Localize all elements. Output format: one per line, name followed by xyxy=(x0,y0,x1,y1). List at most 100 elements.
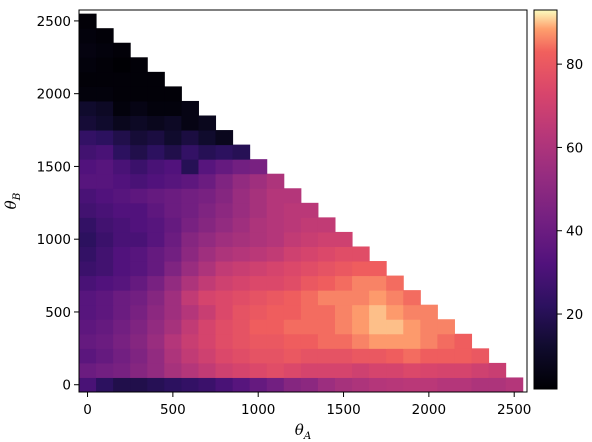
heatmap-cell xyxy=(300,362,319,378)
heatmap-cell xyxy=(79,188,97,204)
heatmap-cell xyxy=(386,290,404,306)
heatmap-cell xyxy=(164,202,182,218)
heatmap-cell xyxy=(232,319,251,335)
heatmap-cell xyxy=(232,159,251,175)
heatmap-cell xyxy=(352,246,370,262)
heatmap-cell xyxy=(386,333,404,349)
y-axis: 0 500 1000 1500 2000 2500 xyxy=(37,14,79,394)
heatmap-cell xyxy=(181,304,199,320)
heatmap-cell xyxy=(266,319,285,335)
heatmap-cell xyxy=(79,290,97,306)
heatmap-cell xyxy=(79,202,97,218)
heatmap-cell xyxy=(454,377,473,393)
heatmap-cell xyxy=(283,275,302,291)
heatmap-cell xyxy=(249,159,268,175)
heatmap-cell xyxy=(96,377,114,393)
heatmap-cell xyxy=(215,261,234,277)
heatmap-cell xyxy=(215,144,234,160)
heatmap-cell xyxy=(113,159,131,175)
heatmap-cell xyxy=(96,246,114,262)
heatmap-cell xyxy=(198,319,217,335)
heatmap-cell xyxy=(79,71,97,87)
heatmap-cell xyxy=(266,261,285,277)
heatmap-cell xyxy=(403,362,421,378)
heatmap-cell xyxy=(164,261,182,277)
heatmap-cell xyxy=(352,290,370,306)
y-tick-label: 500 xyxy=(45,305,71,321)
heatmap-cell xyxy=(181,217,199,233)
x-tick-label: 0 xyxy=(83,402,92,418)
heatmap-cell xyxy=(249,173,268,189)
heatmap-cell xyxy=(300,261,319,277)
heatmap-cell xyxy=(147,377,165,393)
heatmap-cell xyxy=(249,202,268,218)
heatmap-cell xyxy=(352,377,370,393)
heatmap-cell xyxy=(96,57,114,73)
heatmap-cell xyxy=(130,319,148,335)
heatmap-cell xyxy=(317,362,336,378)
heatmap-cell xyxy=(113,130,131,146)
heatmap-cell xyxy=(437,348,455,364)
heatmap-cell xyxy=(420,304,438,320)
heatmap-cell xyxy=(300,275,319,291)
heatmap-cell xyxy=(96,188,114,204)
heatmap-cell xyxy=(147,130,165,146)
heatmap-cell xyxy=(352,304,370,320)
heatmap-cell xyxy=(181,202,199,218)
heatmap-cell xyxy=(232,188,251,204)
heatmap-cell xyxy=(283,231,302,247)
heatmap-cell xyxy=(283,246,302,262)
heatmap-cell xyxy=(130,348,148,364)
heatmap-cell xyxy=(164,304,182,320)
heatmap-cell xyxy=(130,86,148,102)
heatmap-cell xyxy=(164,159,182,175)
heatmap-cell xyxy=(130,188,148,204)
heatmap-cell xyxy=(369,304,387,320)
heatmap-cell xyxy=(300,333,319,349)
heatmap-cell xyxy=(113,362,131,378)
heatmap-cell xyxy=(232,261,251,277)
heatmap-cell xyxy=(249,362,268,378)
colorbar xyxy=(533,9,558,390)
heatmap-cell xyxy=(403,290,421,306)
heatmap-cell xyxy=(164,348,182,364)
heatmap-cell xyxy=(96,173,114,189)
heatmap-cell xyxy=(164,275,182,291)
heatmap-cell xyxy=(300,290,319,306)
heatmap-cell xyxy=(215,275,234,291)
heatmap-cell xyxy=(249,319,268,335)
heatmap-cell xyxy=(130,202,148,218)
x-tick-label: 2000 xyxy=(412,402,446,418)
heatmap-cell xyxy=(232,290,251,306)
heatmap-cell xyxy=(266,290,285,306)
heatmap-cell xyxy=(437,319,455,335)
heatmap-cell xyxy=(96,144,114,160)
heatmap-cell xyxy=(181,173,199,189)
heatmap-cell xyxy=(317,275,336,291)
heatmap-cell xyxy=(181,319,199,335)
heatmap-cell xyxy=(403,377,421,393)
heatmap-cell xyxy=(113,333,131,349)
heatmap-cell xyxy=(164,115,182,131)
heatmap-cell xyxy=(335,362,353,378)
heatmap-cell xyxy=(181,290,199,306)
heatmap-cell xyxy=(96,319,114,335)
heatmap-cell xyxy=(249,217,268,233)
heatmap-cell xyxy=(300,231,319,247)
heatmap-cell xyxy=(79,275,97,291)
heatmap-cell xyxy=(130,57,148,73)
heatmap-cell xyxy=(147,202,165,218)
heatmap-cell xyxy=(96,115,114,131)
heatmap-cell xyxy=(79,246,97,262)
heatmap-cell xyxy=(198,290,217,306)
heatmap-cells xyxy=(79,13,524,393)
heatmap-cell xyxy=(266,377,285,393)
colorbar-tick-label: 20 xyxy=(566,307,583,323)
heatmap-cell xyxy=(215,333,234,349)
heatmap-cell xyxy=(232,304,251,320)
heatmap-cell xyxy=(164,319,182,335)
heatmap-cell xyxy=(164,217,182,233)
heatmap-cell xyxy=(181,362,199,378)
y-axis-label: θB xyxy=(2,192,23,209)
